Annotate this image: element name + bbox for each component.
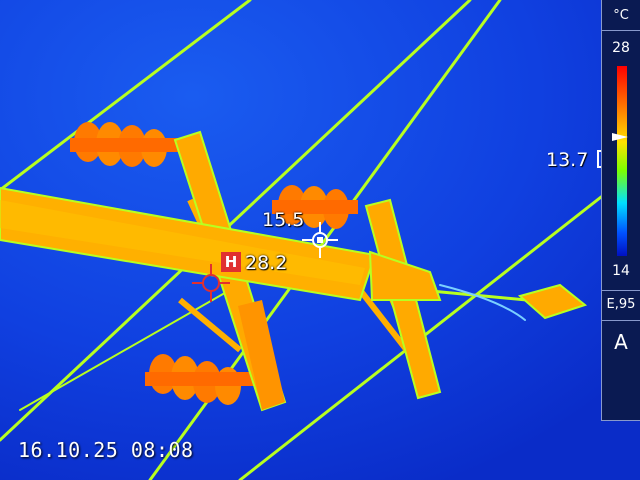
emissivity-value: E,95	[606, 297, 636, 312]
spot-crosshair-icon	[302, 222, 338, 258]
scale-divider	[602, 30, 640, 31]
hot-spot-badge: H	[224, 253, 238, 271]
scale-unit: °C	[613, 8, 629, 23]
insulator-middle	[272, 185, 358, 229]
mode-indicator: A	[614, 330, 628, 354]
insulator-left-bottom	[145, 354, 255, 405]
scale-max-value: 28	[612, 40, 630, 56]
capture-timestamp: 16.10.25 08:08	[18, 438, 194, 462]
color-scale-bar	[617, 66, 627, 256]
utility-pole	[0, 186, 442, 302]
scale-divider	[602, 290, 640, 291]
insulator-left-top	[70, 122, 180, 167]
scale-min-value: 14	[612, 263, 630, 279]
scale-divider	[602, 320, 640, 321]
spot-temperature-readout: 15.5	[262, 209, 305, 231]
temperature-scale-panel: °C 28 14 E,95 A	[601, 0, 640, 421]
center-temperature-readout: 13.7	[546, 149, 589, 171]
scale-pointer-icon	[612, 133, 628, 141]
hot-spot-temperature-readout: 28.2	[245, 252, 288, 274]
hot-crosshair-icon	[192, 264, 230, 302]
